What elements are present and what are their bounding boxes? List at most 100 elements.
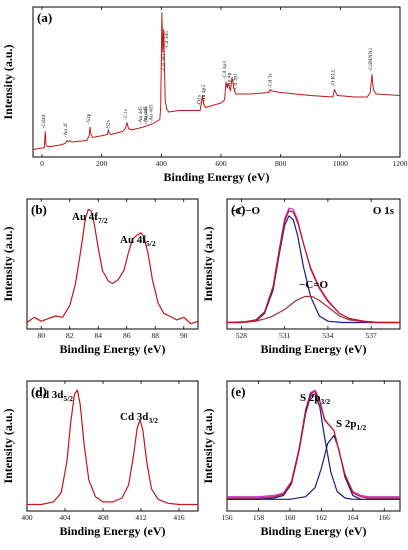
peak-label-sub: 1/2 (357, 423, 367, 432)
x-tick-label: 416 (173, 513, 185, 522)
x-tick-label: 400 (21, 513, 33, 522)
y-axis-title: Intensity (a.u.) (1, 408, 15, 483)
peak-label-main: Au 4f (120, 234, 146, 246)
peak-annotation: -Cd 3p3 (222, 61, 228, 79)
panel-b-au4f-spectrum: (b) 80 82 84 86 88 90 Binding Energy (eV) Intens… (1, 198, 199, 356)
y-axis-title: Intensity (a.u.) (1, 44, 15, 119)
x-axis-title: Binding Energy (eV) (59, 524, 165, 538)
peak-label: Au 4f5/2 (120, 234, 156, 248)
panel-label: (b) (31, 202, 47, 217)
series-line (227, 435, 400, 500)
x-tick-label: 90 (180, 331, 188, 340)
peak-label: −C=O (299, 279, 328, 291)
x-tick-label: 82 (66, 331, 74, 340)
x-tick-label: 800 (275, 159, 287, 168)
x-tick-label: 528 (236, 331, 248, 340)
x-tick-label: 404 (59, 513, 71, 522)
x-tick-label: 408 (97, 513, 109, 522)
peak-label-main: Au 4f (72, 211, 98, 223)
peak-annotation: -Au 4p (227, 72, 233, 88)
x-tick-label: 534 (322, 331, 334, 340)
x-tick-label: 156 (221, 513, 233, 522)
peak-label-main: S 2p (336, 418, 357, 430)
y-axis-title: Intensity (a.u.) (1, 226, 15, 301)
panel-a-survey-spectrum: (a) 0 200 400 600 800 1000 1200 Binding Energy (… (1, 6, 408, 184)
x-tick-label: 162 (316, 513, 328, 522)
peak-annotation: -CdMNN1 (368, 47, 374, 71)
peak-annotation: -Au 4d5 (138, 106, 144, 124)
x-axis-title: Binding Energy (eV) (163, 170, 269, 184)
x-tick-label: 200 (96, 159, 108, 168)
peak-annotation: -S2p (86, 113, 92, 124)
series-line (227, 295, 400, 324)
series-line (227, 393, 400, 500)
series-line (33, 12, 400, 150)
series-line (227, 210, 400, 324)
y-axis-title: Intensity (a.u.) (201, 226, 215, 301)
x-tick-label: 160 (284, 513, 296, 522)
peak-annotation: -O KLL (330, 68, 336, 87)
x-tick-label: 84 (95, 331, 103, 340)
y-axis-title: Intensity (a.u.) (201, 408, 215, 483)
peak-label-sub: 7/2 (98, 216, 108, 225)
plot-frame (26, 380, 199, 512)
panel-e-s2p-spectrum: (e) 156 158 160 162 164 166 Binding Energy (eV)… (201, 380, 401, 538)
peak-annotation: -O1s (196, 95, 202, 106)
x-axis-title: Binding Energy (eV) (260, 342, 366, 356)
peak-label: −C−O (231, 205, 260, 217)
peak-annotation: -Au 4d3 (148, 104, 154, 122)
peak-annotation: -Cd 3s (268, 73, 274, 88)
plot-frame (26, 198, 199, 330)
x-tick-label: 166 (379, 513, 391, 522)
panel-d-cd3d-spectrum: (d) 400 404 408 412 416 Binding Energy (eV) Int… (1, 380, 199, 538)
x-tick-label: 158 (253, 513, 265, 522)
series-line (227, 389, 400, 498)
series-line (227, 215, 400, 324)
x-tick-label: 1000 (333, 159, 348, 168)
panel-title: O 1s (373, 205, 395, 217)
panel-label: (e) (231, 384, 245, 399)
peak-annotation: -S2s (105, 120, 111, 130)
x-tick-label: 537 (366, 331, 378, 340)
plot-frame (226, 380, 401, 512)
x-axis-title: Binding Energy (eV) (59, 342, 165, 356)
peak-annotation: -Cd4d (41, 115, 47, 129)
peak-annotation: -Cd 3p1 (232, 73, 238, 91)
x-tick-label: 531 (279, 331, 291, 340)
peak-label-sub: 3/2 (321, 397, 331, 406)
x-axis-title: Binding Energy (eV) (260, 524, 366, 538)
panel-label: (c) (231, 202, 245, 217)
peak-label-main: Cd 3d (35, 389, 63, 401)
peak-annotation: -Au 4d (143, 107, 149, 123)
peak-label-main: Cd 3d (120, 411, 148, 423)
peak-label-sub: 3/2 (148, 416, 158, 425)
peak-label-sub: 5/2 (63, 394, 73, 403)
x-tick-label: 80 (38, 331, 46, 340)
plot-frame (226, 198, 401, 330)
peak-annotation: -Cd 3d3 (161, 53, 167, 71)
x-tick-label: 86 (123, 331, 131, 340)
peak-label: Cd 3d3/2 (120, 411, 158, 425)
series-line (227, 390, 400, 499)
peak-annotation: -Cd 3d5 (164, 31, 170, 49)
peak-label: Au 4f7/2 (72, 211, 108, 225)
series-line (27, 208, 198, 325)
panel-label: (a) (37, 10, 52, 25)
peak-label: S 2p3/2 (300, 392, 330, 406)
x-tick-label: 400 (156, 159, 168, 168)
peak-label-main: S 2p (300, 392, 321, 404)
peak-label: Cd 3d5/2 (35, 389, 73, 403)
peak-label-sub: 5/2 (146, 239, 156, 248)
panel-label: (d) (31, 384, 47, 399)
x-tick-label: 164 (347, 513, 359, 522)
series-line (227, 207, 400, 324)
plot-frame (32, 6, 401, 158)
peak-annotation: -Au 4p3 (201, 85, 207, 103)
series-line (27, 389, 198, 506)
peak-annotation: -Au 4f (62, 123, 69, 138)
x-tick-label: 88 (152, 331, 160, 340)
x-tick-label: 600 (215, 159, 227, 168)
peak-annotation: -C1s (123, 109, 129, 119)
